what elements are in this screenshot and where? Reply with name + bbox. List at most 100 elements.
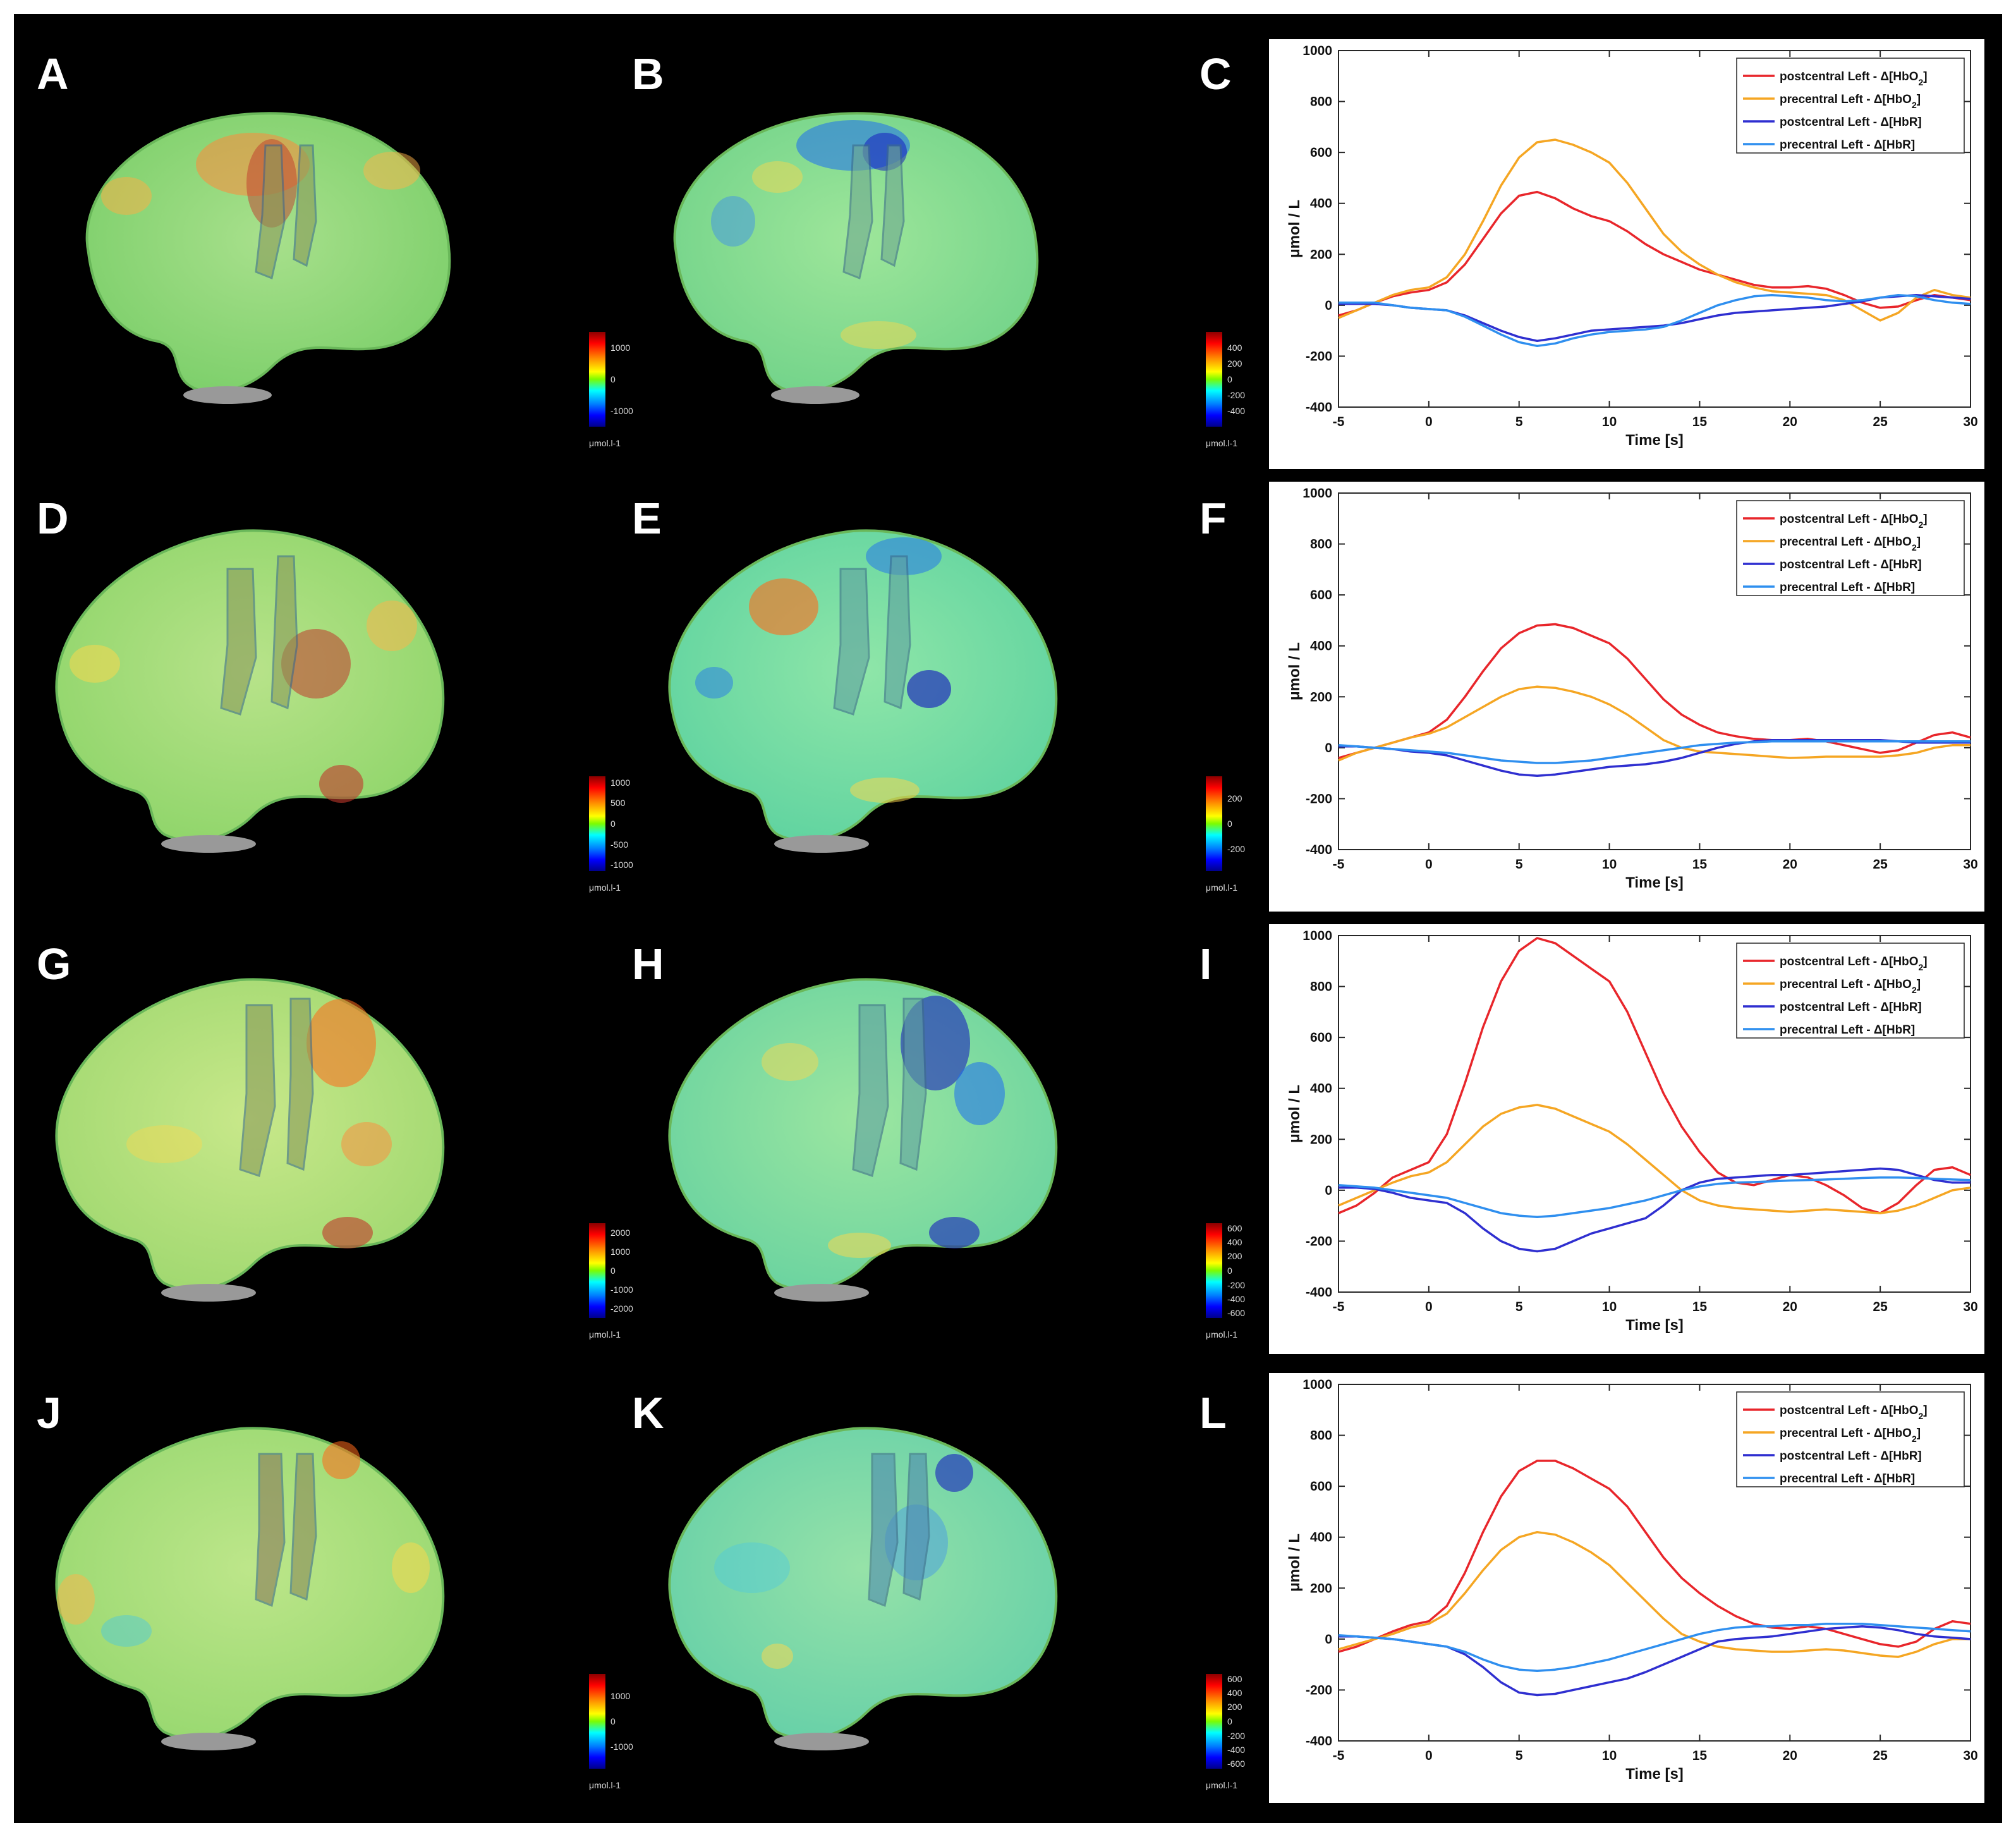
colorbar: 2000 1000 0 -1000 -2000 μmol.l-1 <box>589 1223 665 1350</box>
colorbar-gradient <box>1206 776 1222 871</box>
series-line-2 <box>1338 1104 1971 1214</box>
colorbar-tick: 0 <box>1227 374 1232 384</box>
colorbar: 1000 0 -1000 μmol.l-1 <box>589 1674 665 1800</box>
panel-label-d: D <box>37 494 69 543</box>
colorbar-unit: μmol.l-1 <box>589 438 621 448</box>
legend-entry-label: precentral Left - Δ[HbR] <box>1780 1023 1915 1037</box>
series-line-4 <box>1338 740 1970 764</box>
y-tick-label: 200 <box>1310 1581 1332 1596</box>
colorbar-tick: -200 <box>1227 1731 1246 1741</box>
x-tick-label: 15 <box>1692 415 1708 429</box>
series-line-3 <box>1339 1167 1970 1253</box>
colorbar-tick: 0 <box>1227 819 1232 829</box>
x-tick-label: 10 <box>1602 415 1617 429</box>
legend-entry-label: postcentral Left - Δ[HbR] <box>1780 1001 1922 1014</box>
series-line-1 <box>1338 937 1971 1214</box>
y-tick-label: 1000 <box>1303 929 1332 943</box>
legend-box <box>1736 500 1965 596</box>
colorbar: 1000 0 -1000 μmol.l-1 <box>589 332 665 458</box>
panel-label-j: J <box>37 1388 61 1437</box>
x-axis-label: Time [s] <box>1625 1766 1684 1783</box>
series-line-1 <box>1338 190 1971 317</box>
y-tick-label: -400 <box>1306 843 1332 857</box>
brain-render-h <box>668 978 1058 1302</box>
y-tick-label: 800 <box>1310 95 1332 109</box>
colorbar-tick: 400 <box>1227 343 1242 353</box>
brain-render-a <box>85 112 451 404</box>
x-tick-label: 5 <box>1515 1300 1523 1314</box>
colorbar-tick: 0 <box>610 819 616 829</box>
colorbar-tick: 200 <box>1227 358 1242 369</box>
panel-label-h: H <box>632 939 664 989</box>
colorbar-gradient <box>589 332 605 427</box>
y-tick-label: 0 <box>1325 1183 1332 1198</box>
colorbar-tick: -500 <box>610 839 629 850</box>
legend-entry-label: postcentral Left - Δ[HbO2] <box>1780 955 1928 972</box>
colorbar-gradient <box>589 1674 605 1769</box>
x-tick-label: 30 <box>1963 1749 1977 1763</box>
colorbar-tick: -1000 <box>610 1742 633 1752</box>
series-line-1 <box>1338 623 1971 759</box>
brain-render-d <box>55 529 445 853</box>
x-tick-label: 30 <box>1963 857 1977 872</box>
x-tick-label: 5 <box>1515 415 1523 429</box>
colorbar-tick: 0 <box>1227 1716 1232 1726</box>
colorbar-tick: 200 <box>1227 1251 1242 1261</box>
y-tick-label: 0 <box>1325 1632 1332 1647</box>
series-line-4 <box>1338 1176 1971 1218</box>
y-tick-label: -200 <box>1306 1234 1332 1248</box>
x-tick-label: 0 <box>1425 415 1433 429</box>
x-tick-label: 25 <box>1873 1749 1888 1763</box>
legend: postcentral Left - Δ[HbO2] precentral Lef… <box>1736 500 1965 596</box>
colorbar-tick: -200 <box>1227 390 1246 400</box>
legend-entry-label: precentral Left - Δ[HbO2] <box>1780 93 1921 110</box>
colorbar-tick: -1000 <box>610 406 633 416</box>
panel-label-b: B <box>632 49 664 99</box>
legend-box <box>1736 943 1965 1039</box>
colorbar-unit: μmol.l-1 <box>1206 1329 1238 1340</box>
series-line-1 <box>1338 1460 1971 1653</box>
colorbar-tick: 600 <box>1227 1223 1242 1233</box>
panel-label-c: C <box>1199 49 1232 99</box>
colorbar: 600 400 200 0 -200 -400 -600 μmol.l-1 <box>1206 1674 1282 1800</box>
y-axis-label: μmol / L <box>1286 1085 1303 1143</box>
panel-label-l: L <box>1199 1388 1227 1437</box>
y-axis-label: μmol / L <box>1286 642 1303 700</box>
y-tick-label: 400 <box>1310 197 1332 211</box>
line-chart-f: -400 -200 0 200 400 600 800 1000 -5 0 5 10 15 20 25 30 T… <box>1269 482 1984 912</box>
colorbar-gradient <box>1206 332 1222 427</box>
x-tick-label: -5 <box>1333 1749 1345 1763</box>
colorbar-tick: 400 <box>1227 1237 1242 1247</box>
y-tick-label: 200 <box>1310 690 1332 704</box>
colorbar-tick: 400 <box>1227 1688 1242 1698</box>
y-tick-label: 400 <box>1310 1082 1332 1096</box>
x-tick-label: 20 <box>1783 857 1797 872</box>
x-axis-label: Time [s] <box>1625 1317 1684 1334</box>
series-line-2 <box>1338 685 1970 762</box>
x-tick-label: 30 <box>1963 415 1977 429</box>
y-tick-label: 600 <box>1310 145 1332 160</box>
x-tick-label: 15 <box>1692 1300 1708 1314</box>
colorbar-tick: 0 <box>610 1716 616 1726</box>
colorbar: 400 200 0 -200 -400 μmol.l-1 <box>1206 332 1282 458</box>
colorbar: 200 0 -200 μmol.l-1 <box>1206 776 1282 903</box>
colorbar-tick: -2000 <box>610 1303 633 1314</box>
legend-entry-label: postcentral Left - Δ[HbR] <box>1780 116 1922 129</box>
legend-entry-label: precentral Left - Δ[HbR] <box>1780 1472 1915 1486</box>
colorbar-tick: 0 <box>610 1266 616 1276</box>
legend-entry-label: precentral Left - Δ[HbO2] <box>1780 978 1921 995</box>
brain-render-k <box>668 1427 1058 1750</box>
colorbar-tick: 500 <box>610 798 626 808</box>
colorbar-tick: -400 <box>1227 1745 1246 1755</box>
colorbar-unit: μmol.l-1 <box>1206 438 1238 448</box>
x-tick-label: 10 <box>1602 1749 1617 1763</box>
y-tick-label: 1000 <box>1303 486 1332 501</box>
colorbar-unit: μmol.l-1 <box>589 1780 621 1790</box>
legend-entry-label: precentral Left - Δ[HbR] <box>1780 138 1915 152</box>
x-tick-label: 25 <box>1873 857 1888 872</box>
colorbar-gradient <box>1206 1674 1222 1769</box>
x-tick-label: 0 <box>1425 857 1433 872</box>
panel-label-a: A <box>37 49 69 99</box>
y-axis-label: μmol / L <box>1286 1534 1303 1592</box>
x-tick-label: 25 <box>1873 415 1888 429</box>
